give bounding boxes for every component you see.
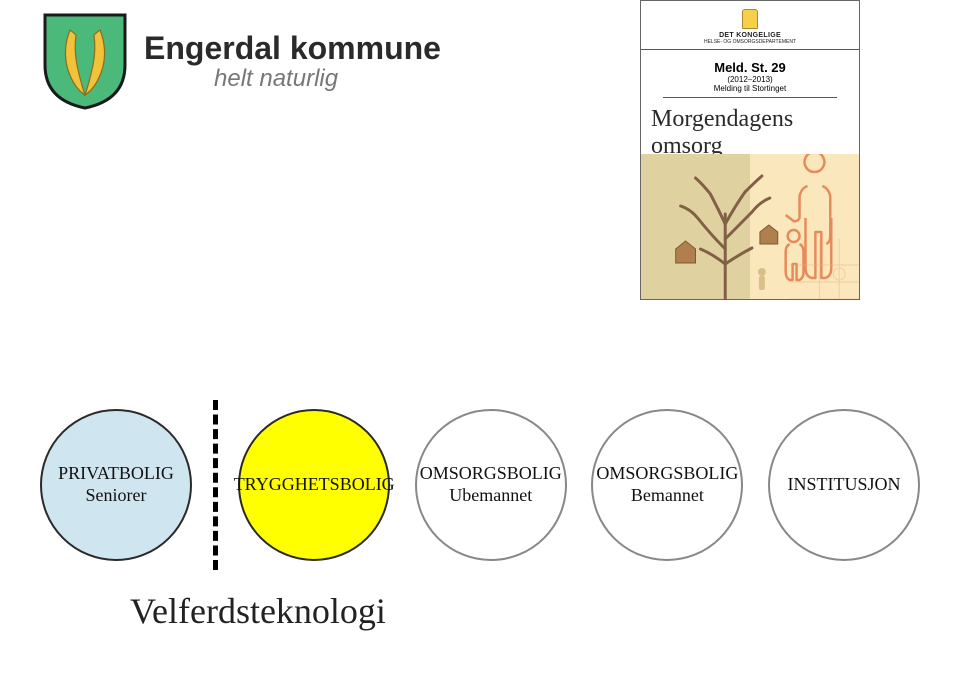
- municipality-tagline: helt naturlig: [144, 67, 441, 91]
- circle-line2: Ubemannet: [449, 485, 532, 507]
- doc-subtitle: Melding til Stortinget: [663, 84, 837, 98]
- doc-ministry-line1: DET KONGELIGE: [641, 32, 859, 39]
- dashed-separator: [213, 400, 218, 570]
- doc-ministry-line2: HELSE- OG OMSORGSDEPARTEMENT: [641, 39, 859, 45]
- doc-meld-number: Meld. St. 29: [641, 60, 859, 75]
- municipal-shield-icon: [40, 10, 130, 110]
- circle-privatbolig: PRIVATBOLIGSeniorer: [40, 409, 192, 561]
- circle-omsorgsbolig-bemannet: OMSORGSBOLIGBemannet: [591, 409, 743, 561]
- doc-illustration-icon: [641, 154, 859, 299]
- circle-institusjon: INSTITUSJON: [768, 409, 920, 561]
- housing-continuum-row: PRIVATBOLIGSeniorerTRYGGHETSBOLIGOMSORGS…: [40, 400, 920, 570]
- doc-years: (2012–2013): [641, 75, 859, 84]
- circle-line2: Seniorer: [86, 485, 147, 507]
- circle-trygghetsbolig: TRYGGHETSBOLIG: [238, 409, 390, 561]
- document-thumbnail: DET KONGELIGE HELSE- OG OMSORGSDEPARTEME…: [640, 0, 860, 300]
- circle-omsorgsbolig-ubemannet: OMSORGSBOLIGUbemannet: [415, 409, 567, 561]
- circle-line1: PRIVATBOLIG: [58, 463, 174, 485]
- circle-line1: OMSORGSBOLIG: [420, 463, 562, 485]
- logo-text: Engerdal kommune helt naturlig: [144, 30, 441, 91]
- circle-line1: INSTITUSJON: [787, 474, 900, 496]
- header: Engerdal kommune helt naturlig: [40, 10, 441, 110]
- circle-line2: Bemannet: [631, 485, 704, 507]
- bottom-caption: Velferdsteknologi: [130, 590, 386, 632]
- circle-line1: TRYGGHETSBOLIG: [234, 474, 395, 496]
- page: Engerdal kommune helt naturlig DET KONGE…: [0, 0, 960, 680]
- page-title: Morgendagens omsorg: [651, 106, 859, 160]
- doc-header: DET KONGELIGE HELSE- OG OMSORGSDEPARTEME…: [641, 1, 859, 50]
- coat-of-arms-icon: [742, 9, 758, 29]
- municipality-name: Engerdal kommune: [144, 30, 441, 67]
- circle-line1: OMSORGSBOLIG: [596, 463, 738, 485]
